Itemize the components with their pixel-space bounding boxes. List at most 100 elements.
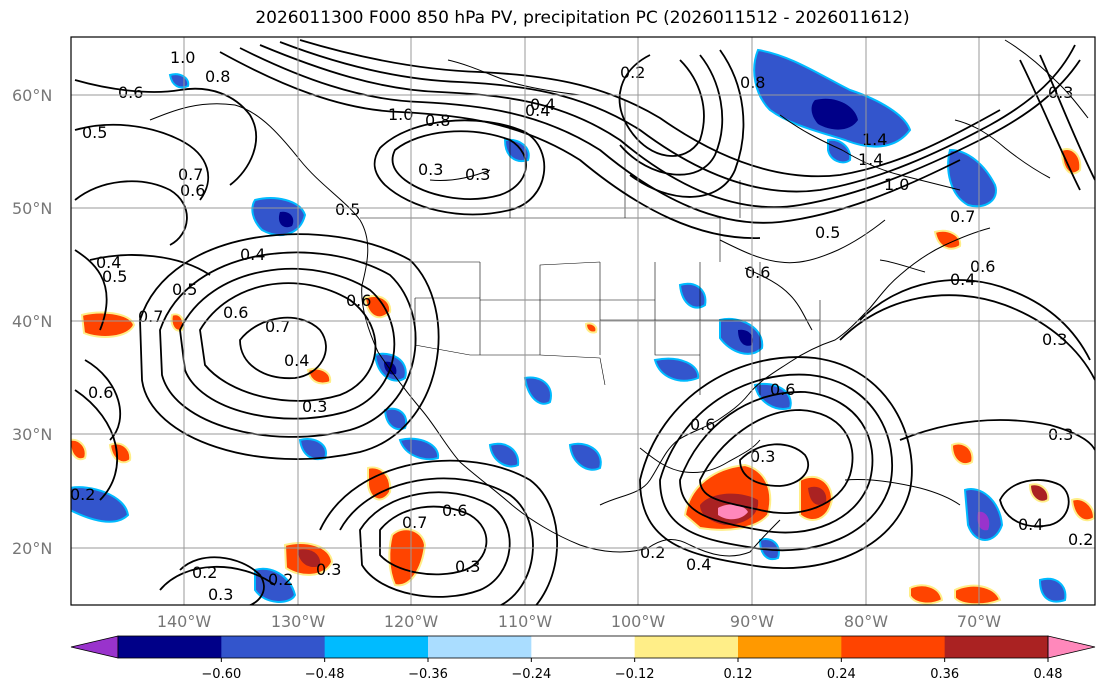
colorbar-segment <box>221 636 326 658</box>
contour-label: 0.3 <box>465 165 490 184</box>
borders <box>360 100 821 395</box>
colorbar-segment <box>118 636 222 658</box>
colorbar-extend-low <box>70 635 119 659</box>
contour-label: 0.6 <box>118 83 143 102</box>
contour-label: 0.3 <box>418 160 443 179</box>
contour-label: 1.0 <box>170 48 195 67</box>
precip-neg-bc-core <box>278 211 294 228</box>
precip-neg-iowa <box>678 282 707 309</box>
precip-neg-pacific1 <box>383 407 408 430</box>
contour-label: 0.5 <box>82 123 107 142</box>
colorbar-extend-high <box>1047 635 1096 659</box>
coastlines <box>149 39 1089 557</box>
chart-title: 2026011300 F000 850 hPa PV, precipitatio… <box>255 8 910 28</box>
contour-label: 0.5 <box>815 223 840 242</box>
precip-pos-left <box>71 438 87 461</box>
precip-neg-pacific3 <box>71 486 130 523</box>
contour-label: 1.0 <box>388 105 413 124</box>
contour-label: 0.3 <box>208 585 233 604</box>
precip-neg-hudson-core <box>811 98 858 130</box>
contour-label: 0.2 <box>1068 530 1093 549</box>
precip-neg-hudson <box>753 48 912 148</box>
contour-label: 0.6 <box>346 291 371 310</box>
precip-pos-cuba-dark <box>808 486 827 505</box>
precip-pos-atl-s2 <box>909 584 944 605</box>
lon-label: 90°W <box>730 612 774 631</box>
contour-label: 0.6 <box>770 380 795 399</box>
contour-label: 0.6 <box>970 257 995 276</box>
contour-label: 0.2 <box>620 63 645 82</box>
precip-neg-atlantic <box>1038 577 1067 603</box>
contour-label: 0.3 <box>750 447 775 466</box>
lon-label: 80°W <box>844 612 888 631</box>
precip-neg-pacific4 <box>254 567 297 603</box>
lon-label: 130°W <box>271 612 326 631</box>
colorbar-segment <box>428 636 532 658</box>
precip-neg-mexico3 <box>488 442 520 468</box>
precip-neg-south <box>653 357 700 382</box>
precip-neg-caribbean-core <box>977 511 990 531</box>
lat-label: 30°N <box>12 425 52 444</box>
contour-label: 0.3 <box>1048 83 1073 102</box>
precip-pos-pacific5 <box>108 442 132 464</box>
lat-axis: 60°N 50°N 40°N 30°N 20°N <box>12 86 52 558</box>
contour-label: 0.4 <box>240 245 265 264</box>
contour-label: 0.4 <box>96 253 121 272</box>
precip-pos-pacific-mid-dark <box>298 549 321 568</box>
precip-neg-texas <box>523 376 552 405</box>
precip-pos-pacific6 <box>170 313 185 332</box>
contour-label: 0.6 <box>442 501 467 520</box>
contour-label: 1.0 <box>884 175 909 194</box>
contour-label: 0.5 <box>172 280 197 299</box>
precip-neg-midwest-core <box>738 329 754 346</box>
contour-label: 0.2 <box>640 543 665 562</box>
colorbar-segment <box>634 636 739 658</box>
colorbar-tick-label: −0.24 <box>511 667 551 682</box>
contour-labels: 1.0 0.8 0.6 0.5 0.7 0.6 0.4 0.5 0.5 0.7 … <box>70 48 1093 604</box>
contour-label: 0.2 <box>70 485 95 504</box>
lon-label: 120°W <box>384 612 439 631</box>
colorbar: −0.60 −0.48 −0.36 −0.24 −0.12 0.12 0.24 0.36 0.4… <box>70 635 1096 682</box>
precip-pos-mex <box>584 322 598 334</box>
precip-neg-quebec <box>827 138 852 164</box>
colorbar-segment <box>531 636 636 658</box>
graticule <box>71 37 1095 605</box>
precip-pos-atl-mid <box>950 442 974 465</box>
contour-label: 0.4 <box>530 95 555 114</box>
contour-label: 0.7 <box>265 317 290 336</box>
precip-pos-pacific4 <box>306 367 332 385</box>
precip-neg-labrador <box>947 148 997 208</box>
contour-label: 0.8 <box>740 73 765 92</box>
contour-label: 0.7 <box>138 307 163 326</box>
precip-pos-atl-north <box>933 229 962 250</box>
colorbar-tick-label: −0.60 <box>201 667 241 682</box>
contour-label: 0.3 <box>316 560 341 579</box>
contour-label: 0.5 <box>102 267 127 286</box>
precip-pos-atl-e2 <box>1028 483 1050 503</box>
lat-label: 50°N <box>12 199 52 218</box>
contour-label: 0.4 <box>284 351 309 370</box>
contour-label: 0.3 <box>1042 330 1067 349</box>
colorbar-tick-label: −0.36 <box>408 667 448 682</box>
precip-pos-atl-ne <box>1060 148 1082 175</box>
lon-label: 70°W <box>957 612 1001 631</box>
colorbar-segment <box>944 636 1049 658</box>
contour-label: 0.3 <box>455 557 480 576</box>
contour-label: 0.7 <box>402 513 427 532</box>
precip-pos-atl-s <box>954 584 1002 605</box>
precip-neg-mexico1 <box>568 442 602 471</box>
contour-label: 0.2 <box>268 570 293 589</box>
colorbar-segment <box>324 636 429 658</box>
contour-label: 0.2 <box>192 563 217 582</box>
precip-pos-pacific-west <box>80 311 136 338</box>
contour-label: 0.4 <box>686 555 711 574</box>
lon-label: 100°W <box>611 612 666 631</box>
contour-label: 0.4 <box>525 101 550 120</box>
contour-label: 0.7 <box>950 207 975 226</box>
lon-axis: 140°W 130°W 120°W 110°W 100°W 90°W 80°W … <box>157 612 1001 631</box>
contour-label: 0.6 <box>223 303 248 322</box>
contour-label: 0.8 <box>425 111 450 130</box>
contour-label: 0.5 <box>335 200 360 219</box>
contour-label: 0.6 <box>745 263 770 282</box>
